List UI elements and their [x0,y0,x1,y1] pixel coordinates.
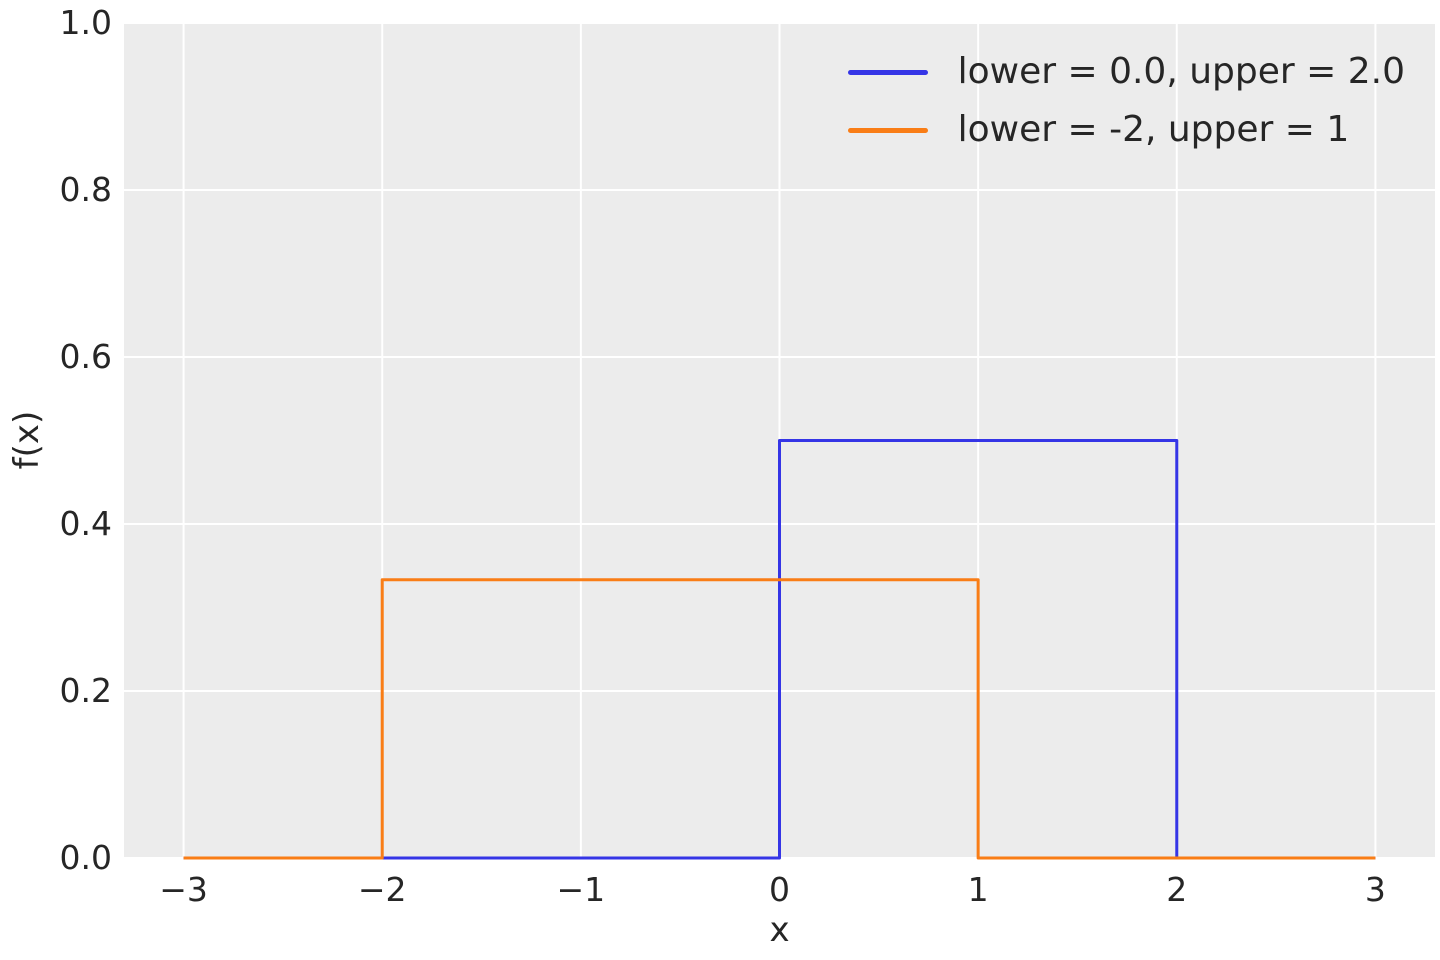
x-axis-label: x [769,910,790,950]
y-tick-label: 0.0 [59,838,112,877]
series-0-line [183,439,1376,860]
legend-label: lower = -2, upper = 1 [957,109,1350,150]
chart-canvas [124,22,1435,860]
series-1-line [183,578,1376,860]
y-tick-label: 0.8 [59,170,112,209]
plot-area: lower = 0.0, upper = 2.0 lower = -2, uppe… [124,22,1435,860]
x-tick-label: −1 [556,870,606,909]
x-tick-label: 1 [967,870,989,909]
x-tick-label: −2 [357,870,407,909]
y-tick-label: 0.2 [59,671,112,710]
legend: lower = 0.0, upper = 2.0 lower = -2, uppe… [847,47,1405,163]
y-tick-label: 1.0 [59,3,112,42]
y-tick-label: 0.4 [59,504,112,543]
legend-line-swatch [847,127,928,133]
x-tick-label: 0 [769,870,790,909]
legend-label: lower = 0.0, upper = 2.0 [957,51,1405,92]
y-axis-label: f(x) [7,410,47,470]
y-tick-label: 0.6 [59,337,112,376]
x-tick-label: 3 [1364,870,1386,909]
legend-item: lower = -2, upper = 1 [847,105,1405,155]
legend-line-swatch [847,69,928,75]
legend-item: lower = 0.0, upper = 2.0 [847,47,1405,97]
x-tick-label: 2 [1166,870,1188,909]
x-tick-label: −3 [159,870,208,909]
